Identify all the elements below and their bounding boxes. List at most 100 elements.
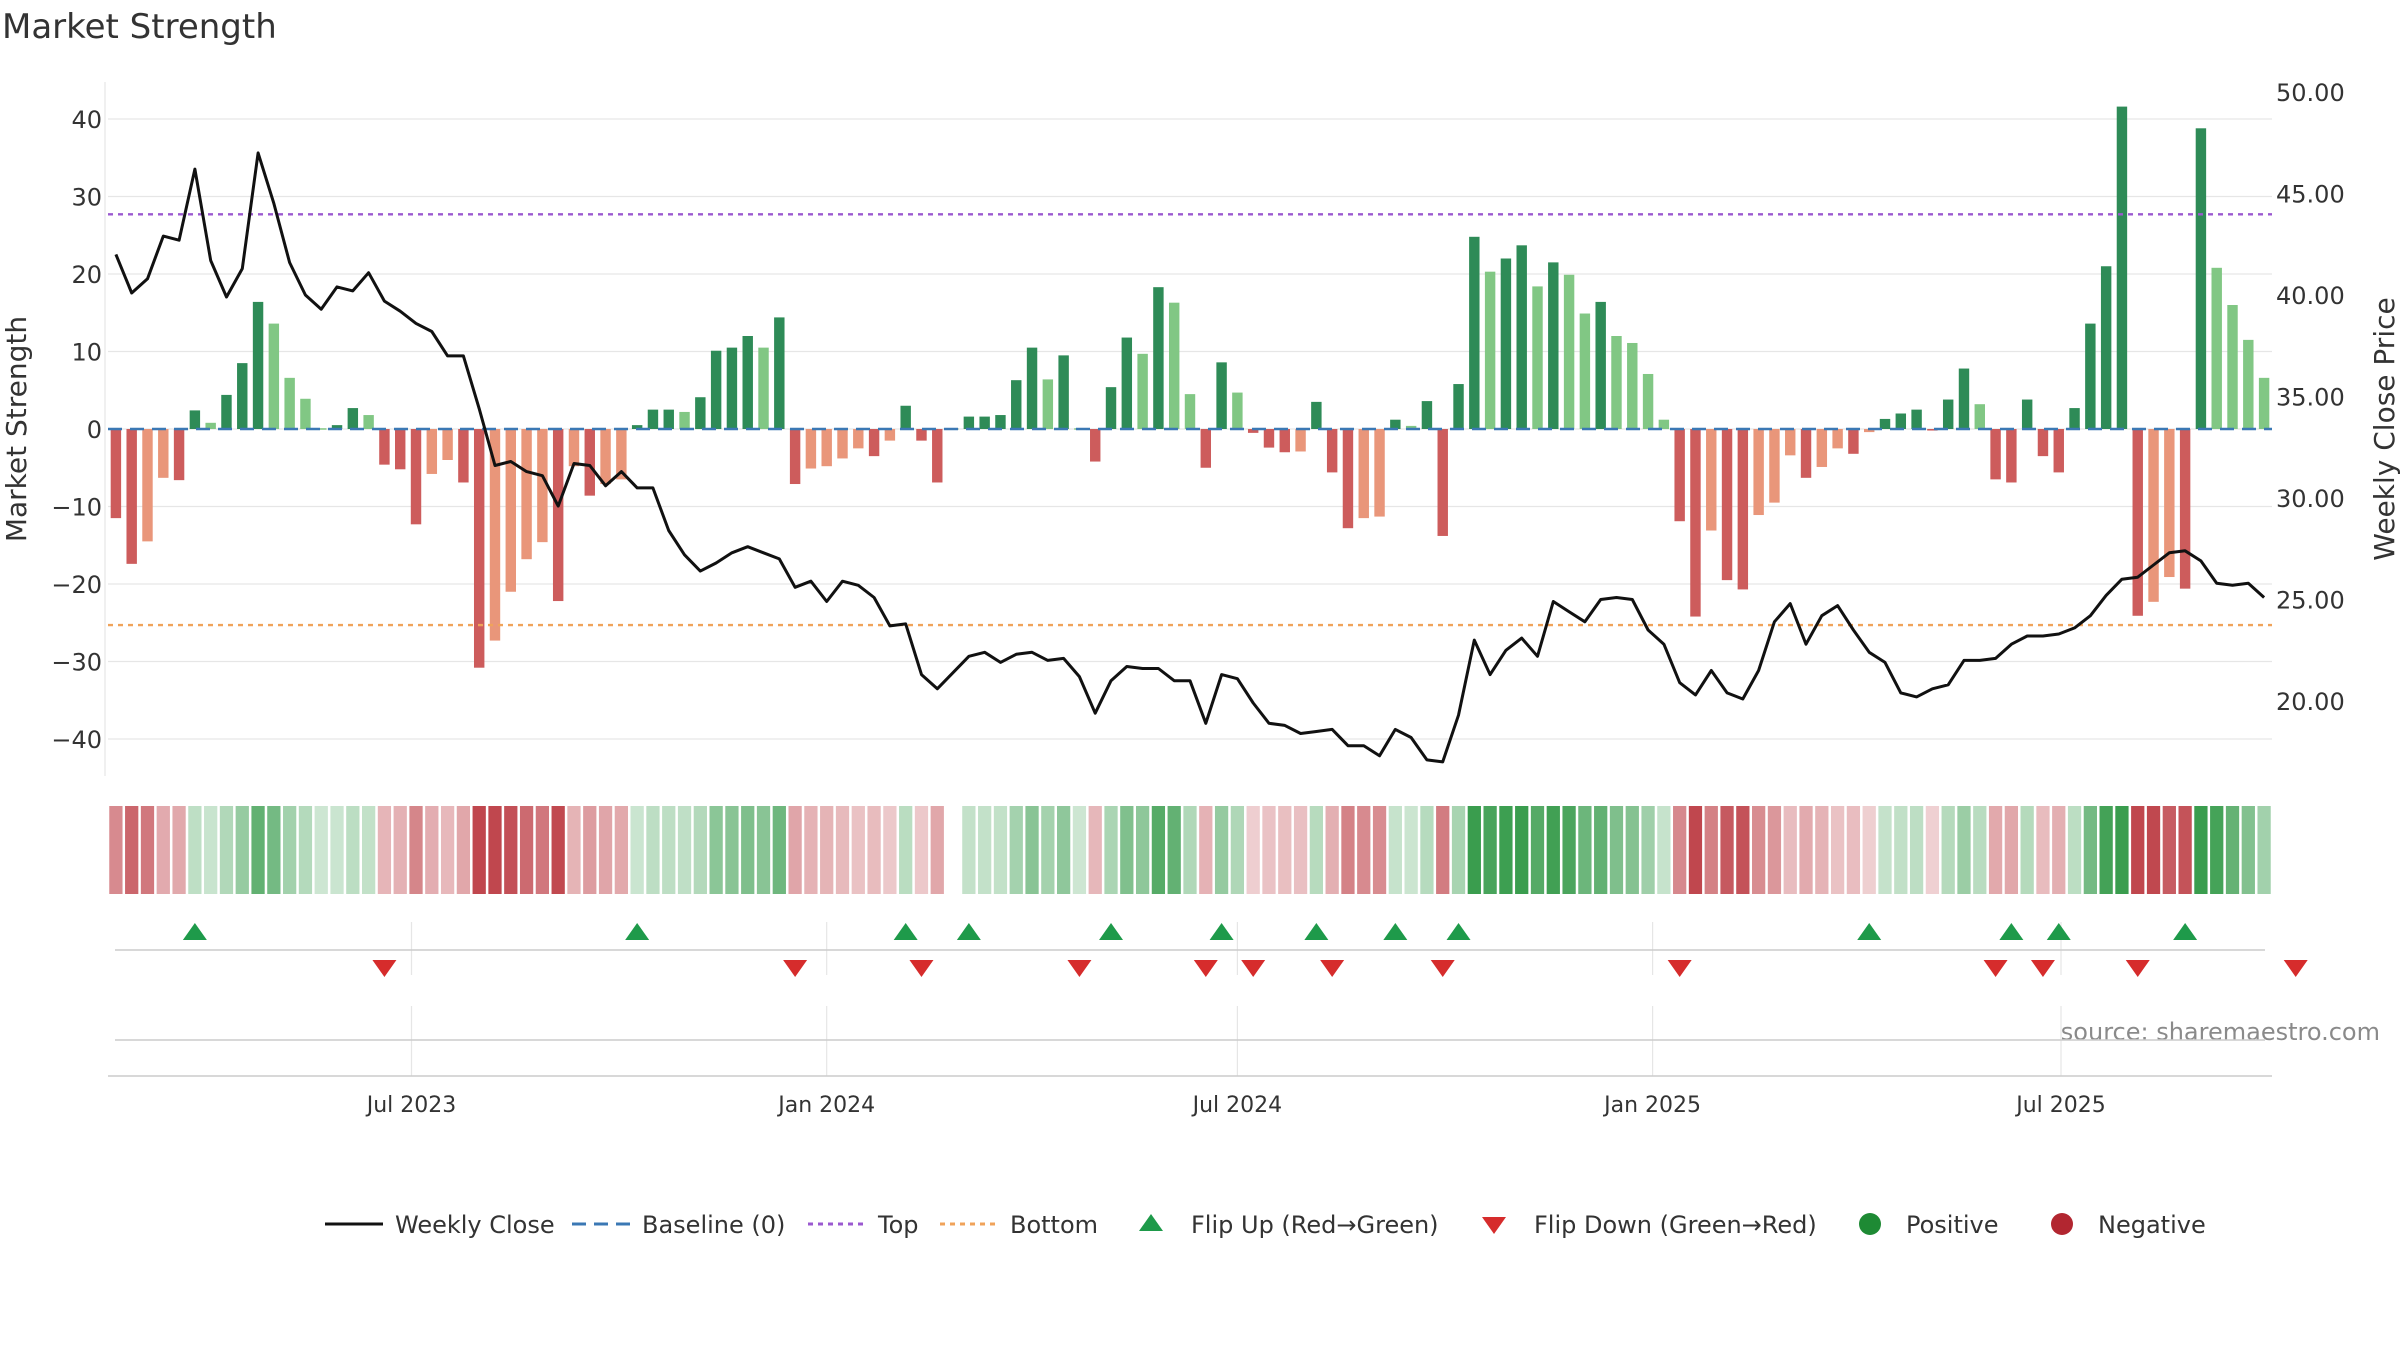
strip-cell-negative	[567, 806, 581, 894]
strip-cell-negative	[519, 806, 534, 894]
positive-bar	[331, 425, 343, 429]
positive-bar	[995, 415, 1006, 429]
negative-bar	[1690, 429, 1701, 617]
strip-cell-positive	[251, 806, 265, 894]
y-tick-label: 30	[71, 184, 102, 212]
strip-cell-positive	[1230, 806, 1245, 894]
strip-cell-positive	[1025, 806, 1039, 894]
positive-bar	[1516, 245, 1527, 429]
x-tick-label: Jan 2024	[776, 1093, 875, 1118]
legend-circle-icon	[2051, 1213, 2073, 1235]
strip-cell-positive	[346, 806, 360, 894]
positive-bar	[2195, 128, 2207, 430]
negative-bar	[1374, 429, 1385, 517]
x-tick-label: Jul 2023	[365, 1093, 457, 1118]
positive-bar	[631, 425, 643, 429]
flip-up-marker	[182, 923, 207, 940]
legend-label: Weekly Close	[395, 1211, 555, 1239]
strip-cell-negative	[2162, 806, 2176, 894]
strip-cell-positive	[1420, 806, 1434, 894]
strip-cell-negative	[1704, 806, 1718, 894]
negative-bar	[932, 429, 943, 483]
flip-down-marker	[2125, 960, 2150, 977]
negative-bar	[600, 429, 611, 485]
negative-bar	[173, 429, 185, 481]
positive-bar	[363, 415, 374, 429]
negative-bar	[458, 429, 469, 483]
y2-tick-label: 40.00	[2276, 282, 2345, 310]
legend-label: Negative	[2098, 1211, 2206, 1239]
negative-bar	[442, 429, 453, 460]
negative-bar	[489, 429, 501, 641]
strip-cell-negative	[1767, 806, 1782, 894]
negative-bar	[1721, 429, 1733, 581]
y-axis-ticks: 40 30 20 10 0 −10 −20 −30 −40	[51, 106, 102, 754]
y2-axis-label: Weekly Close Price	[2368, 297, 2400, 560]
negative-bar	[110, 429, 122, 519]
flip-up-marker	[956, 923, 981, 940]
reference-lines	[108, 213, 2272, 627]
strip-cell-negative	[140, 806, 155, 894]
strip-cell-positive	[314, 806, 328, 894]
positive-bar	[1958, 368, 1970, 429]
negative-bar	[1816, 429, 1828, 467]
strip-cell-positive	[1057, 806, 1071, 894]
strip-cell-positive	[725, 806, 739, 894]
negative-bar	[395, 429, 406, 470]
strip-cell-positive	[962, 806, 976, 894]
positive-bar	[1058, 355, 1069, 429]
positive-bar	[252, 301, 264, 429]
y-tick-label: 0	[87, 416, 102, 444]
strip-cell-negative	[614, 806, 628, 894]
strip-cell-positive	[993, 806, 1008, 894]
negative-bar	[126, 429, 137, 564]
strip-cell-positive	[2115, 806, 2129, 894]
negative-bar	[884, 429, 896, 441]
y2-tick-label: 20.00	[2276, 688, 2345, 716]
positive-bar	[1611, 336, 1622, 429]
strip-cell-positive	[1214, 806, 1229, 894]
strip-cell-positive	[1530, 806, 1545, 894]
strip-cell-positive	[1546, 806, 1560, 894]
negative-bar	[158, 429, 169, 478]
y2-tick-label: 35.00	[2276, 384, 2345, 412]
positive-bar	[1121, 337, 1133, 429]
positive-bar	[695, 397, 706, 429]
y-tick-label: −40	[51, 726, 102, 754]
negative-bar	[1674, 429, 1685, 522]
strip-cell-positive	[1941, 806, 1955, 894]
positive-bar	[2100, 266, 2112, 429]
flip-down-marker	[2283, 960, 2308, 977]
positive-bar	[900, 405, 911, 429]
strip-cell-negative	[867, 806, 881, 894]
flip-down-marker	[1241, 960, 1266, 977]
flip-down-marker	[372, 960, 397, 977]
strip-cell-negative	[788, 806, 802, 894]
positive-bar	[1184, 394, 1196, 429]
flip-markers	[182, 923, 2308, 977]
strip-cell-positive	[2067, 806, 2082, 894]
negative-bar	[2148, 429, 2159, 602]
strip-cell-negative	[2131, 806, 2145, 894]
negative-bar	[1848, 429, 1859, 454]
strip-cell-negative	[488, 806, 502, 894]
strip-cell-positive	[1594, 806, 1608, 894]
strip-cell-positive	[709, 806, 723, 894]
negative-bar	[2006, 429, 2017, 483]
strip-cell-negative	[1736, 806, 1750, 894]
strip-cell-positive	[1151, 806, 1166, 894]
chart-title: Market Strength	[2, 7, 277, 47]
strip-cell-positive	[662, 806, 676, 894]
strip-cell-positive	[1388, 806, 1402, 894]
negative-bar	[521, 429, 532, 560]
positive-bar	[284, 377, 295, 429]
positive-bar	[710, 350, 722, 429]
strip-cell-negative	[1436, 806, 1450, 894]
positive-bar	[1484, 271, 1496, 429]
positive-bar	[1563, 274, 1575, 429]
x-axis: Jul 2023 Jan 2024 Jul 2024 Jan 2025 Jul 2025	[108, 1075, 2272, 1118]
strip-cell-negative	[598, 806, 613, 894]
strip-cell-negative	[535, 806, 550, 894]
strip-cell-positive	[1467, 806, 1481, 894]
y-tick-label: 10	[71, 339, 102, 367]
